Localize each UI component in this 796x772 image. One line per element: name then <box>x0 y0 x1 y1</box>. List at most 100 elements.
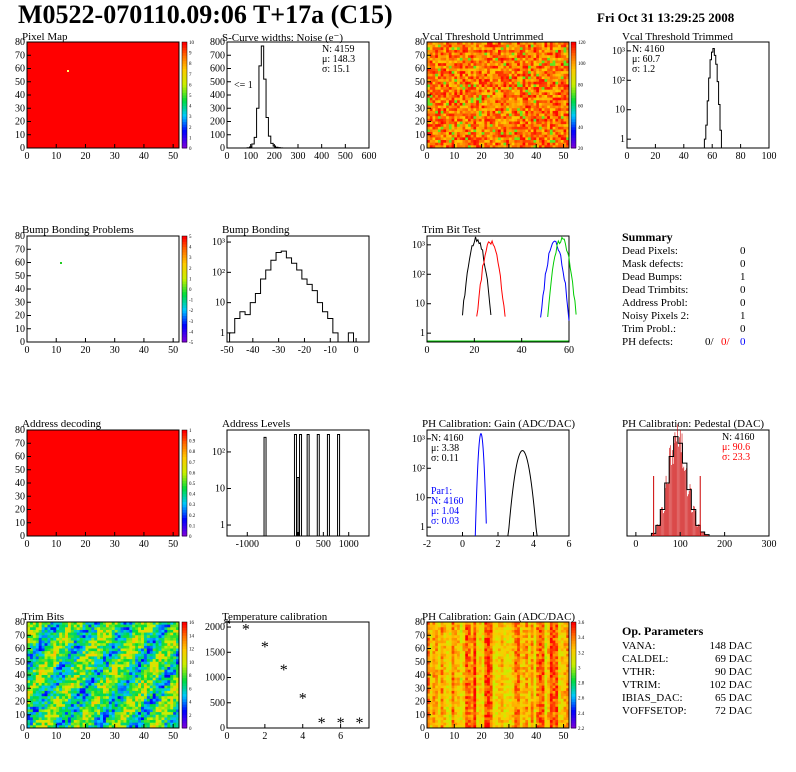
vcal-untrimmed-map-cell <box>536 113 540 117</box>
trim-bits-map-cell <box>114 693 119 697</box>
vcal-untrimmed-map-cell <box>427 124 431 128</box>
vcal-untrimmed-map-cell <box>514 116 518 120</box>
vcal-untrimmed-map-cell <box>508 137 513 141</box>
vcal-untrimmed-map-cell <box>481 42 485 46</box>
trim-bits-map-cell <box>62 643 66 647</box>
trim-bits-palette-cell <box>182 717 187 721</box>
trim-bits-map-cell <box>82 704 86 708</box>
vcal-untrimmed-map-cell <box>514 108 518 112</box>
vcal-untrimmed-map-cell <box>555 132 559 136</box>
vcal-untrimmed-map-cell <box>503 137 507 141</box>
vcal-untrimmed-map-cell <box>448 124 452 128</box>
vcal-untrimmed-map-cell <box>495 89 499 93</box>
trim-bits-map-cell <box>27 672 31 676</box>
vcal-untrimmed-map-cell <box>484 145 488 149</box>
trim-bits-map-cell <box>135 704 139 708</box>
trim-bits-map-cell <box>62 693 66 697</box>
ph-gain-map-cells-cell <box>437 627 442 631</box>
vcal-untrimmed-map-cell <box>519 121 523 125</box>
trim-bits-map-cell <box>105 725 110 729</box>
vcal-untrimmed-map-cell <box>489 116 493 120</box>
trim-bits-map-cell <box>164 717 168 721</box>
trim-bits-map-cell <box>53 651 57 655</box>
trim-bits-map-cell <box>38 677 43 681</box>
vcal-untrimmed-map-cell <box>440 118 444 122</box>
trim-bits-map-cell <box>105 645 110 649</box>
trim-bits-map-cell <box>120 685 124 689</box>
bump-problems-y-tick-label: 30 <box>15 297 25 308</box>
trim-bits-map-cell <box>76 675 81 679</box>
trim-bits-map-cell <box>79 645 83 649</box>
vcal-untrimmed-map-cell <box>443 126 447 130</box>
trim-bits-map-cell <box>65 722 69 726</box>
ph-gain-map-cells-cell <box>427 627 431 631</box>
vcal-untrimmed-map-cell <box>503 126 507 130</box>
trim-bits-map-cell <box>152 659 157 663</box>
trim-bits-map-cell <box>173 667 177 671</box>
vcal-untrimmed-map-cell <box>538 84 543 88</box>
trim-bits-map-cell <box>94 627 98 631</box>
trim-bits-map-cell <box>135 698 139 702</box>
ph-gain-map-cells-cell <box>498 622 502 626</box>
vcal-untrimmed-map-cell <box>462 79 466 83</box>
vcal-untrimmed-map-cell <box>473 140 477 144</box>
vcal-untrimmed-map-cell <box>506 116 510 120</box>
vcal-untrimmed-map-cell <box>432 52 436 56</box>
vcal-untrimmed-map-cell <box>443 132 447 136</box>
trim-bits-map-cell <box>170 680 174 684</box>
vcal-untrimmed-map-cell <box>506 137 510 141</box>
vcal-untrimmed-map-cell <box>547 108 551 112</box>
trim-bits-map-cell <box>79 704 83 708</box>
trim-bits-map-cell <box>146 637 151 641</box>
vcal-untrimmed-map-cell <box>528 68 532 72</box>
vcal-untrimmed-map-cell <box>429 129 433 133</box>
vcal-untrimmed-map-cell <box>448 87 452 91</box>
vcal-untrimmed-map-cell <box>443 60 447 64</box>
address-decoding-palette-cell <box>182 445 187 450</box>
trim-bits-map-cell <box>76 664 81 668</box>
vcal-untrimmed-map-cell <box>517 142 521 146</box>
trim-bits-map-cell <box>135 656 139 660</box>
trim-bits-map-cell <box>126 629 130 633</box>
trim-bits-map-cell <box>152 632 157 636</box>
ph-gain-map-cells-cell <box>500 622 504 626</box>
trim-bits-map-cell <box>32 622 37 626</box>
trim-bits-map-cell <box>76 648 81 652</box>
vcal-untrimmed-map-cell <box>547 118 551 122</box>
trim-bits-map-cell <box>111 696 116 700</box>
trim-bits-map-cell <box>108 635 113 639</box>
vcal-untrimmed-map-cell <box>451 79 455 83</box>
vcal-untrimmed-map-cell <box>530 60 534 64</box>
trim-bits-map-cell <box>50 659 54 663</box>
vcal-untrimmed-map-cell <box>528 87 532 91</box>
trim-bits-map-cell <box>65 661 69 665</box>
op-param-value: 102 DAC <box>709 679 752 691</box>
trim-bits-map-cell <box>108 659 113 663</box>
vcal-untrimmed-map-cell <box>541 142 545 146</box>
trim-bits-map-cell <box>173 659 177 663</box>
vcal-untrimmed-map-cell <box>530 124 534 128</box>
ph-gain-title: PH Calibration: Gain (ADC/DAC) <box>422 418 576 430</box>
trim-bits-map-cell <box>132 629 136 633</box>
trim-bits-y-tick-label: 80 <box>15 617 25 628</box>
vcal-untrimmed-map-cell <box>481 145 485 149</box>
vcal-trimmed-y-tick-label: 10³ <box>612 46 625 57</box>
trim-bits-map-cell <box>97 664 101 668</box>
summary-ph-v2: 0/ <box>721 336 730 348</box>
trim-bits-map-cell <box>138 661 142 665</box>
vcal-untrimmed-map-cell <box>429 42 433 46</box>
vcal-untrimmed-map-cell <box>517 63 521 67</box>
vcal-untrimmed-map-cell <box>451 42 455 46</box>
trim-bits-map-cell <box>41 656 45 660</box>
trim-bits-map-cell <box>47 651 51 655</box>
vcal-untrimmed-map-cell <box>558 134 562 138</box>
vcal-untrimmed-map-cell <box>429 137 433 141</box>
pixel-map-palette-cell <box>182 97 187 101</box>
trim-bits-map-cell <box>79 682 83 686</box>
vcal-untrimmed-map-cell <box>522 84 526 88</box>
address-decoding-palette-cell <box>182 488 187 492</box>
trim-bits-map-cell <box>73 685 78 689</box>
address-decoding-palette-cell <box>182 477 187 481</box>
vcal-untrimmed-map-cell <box>525 105 529 109</box>
